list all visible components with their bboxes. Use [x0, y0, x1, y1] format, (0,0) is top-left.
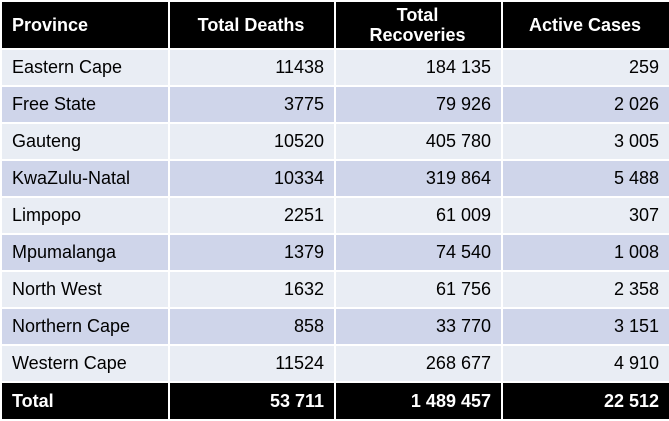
cell-total-deaths: 2251 [168, 196, 336, 235]
cell-total-recoveries: 405 780 [334, 122, 503, 161]
cell-active-cases: 2 026 [501, 85, 669, 124]
cell-active-cases: 3 005 [501, 122, 669, 161]
cell-total-recoveries: 184 135 [334, 48, 503, 87]
header-total-recoveries-text: Total Recoveries [369, 5, 466, 45]
cell-province: Eastern Cape [0, 48, 170, 87]
header-province: Province [0, 0, 170, 50]
cell-active-cases: 4 910 [501, 344, 669, 383]
total-recoveries: 1 489 457 [334, 381, 503, 421]
cell-province: Northern Cape [0, 307, 170, 346]
cell-province: KwaZulu-Natal [0, 159, 170, 198]
cell-total-recoveries: 74 540 [334, 233, 503, 272]
cell-total-deaths: 1379 [168, 233, 336, 272]
cell-total-recoveries: 33 770 [334, 307, 503, 346]
total-row: Total 53 711 1 489 457 22 512 [0, 381, 669, 421]
header-total-recoveries: Total Recoveries [334, 0, 503, 50]
cell-total-recoveries: 61 009 [334, 196, 503, 235]
header-row: Province Total Deaths Total Recoveries A… [0, 0, 669, 50]
cell-active-cases: 2 358 [501, 270, 669, 309]
cell-active-cases: 5 488 [501, 159, 669, 198]
cell-active-cases: 1 008 [501, 233, 669, 272]
cell-total-deaths: 10334 [168, 159, 336, 198]
total-deaths: 53 711 [168, 381, 336, 421]
cell-total-deaths: 11438 [168, 48, 336, 87]
cell-active-cases: 3 151 [501, 307, 669, 346]
cell-total-deaths: 1632 [168, 270, 336, 309]
cell-total-deaths: 10520 [168, 122, 336, 161]
cell-total-recoveries: 79 926 [334, 85, 503, 124]
cell-total-recoveries: 61 756 [334, 270, 503, 309]
cell-province: Free State [0, 85, 170, 124]
table-row: Northern Cape 858 33 770 3 151 [0, 307, 669, 346]
header-total-deaths: Total Deaths [168, 0, 336, 50]
cell-province: North West [0, 270, 170, 309]
cell-total-deaths: 858 [168, 307, 336, 346]
cell-total-deaths: 11524 [168, 344, 336, 383]
table-row: Gauteng 10520 405 780 3 005 [0, 122, 669, 161]
table-row: Mpumalanga 1379 74 540 1 008 [0, 233, 669, 272]
table-row: Western Cape 11524 268 677 4 910 [0, 344, 669, 383]
cell-province: Mpumalanga [0, 233, 170, 272]
table-row: Eastern Cape 11438 184 135 259 [0, 48, 669, 87]
table-row: North West 1632 61 756 2 358 [0, 270, 669, 309]
cell-total-recoveries: 319 864 [334, 159, 503, 198]
cell-province: Limpopo [0, 196, 170, 235]
cell-province: Western Cape [0, 344, 170, 383]
total-active-cases: 22 512 [501, 381, 669, 421]
table-row: Free State 3775 79 926 2 026 [0, 85, 669, 124]
cell-active-cases: 259 [501, 48, 669, 87]
header-active-cases: Active Cases [501, 0, 669, 50]
table-row: Limpopo 2251 61 009 307 [0, 196, 669, 235]
cell-province: Gauteng [0, 122, 170, 161]
table-row: KwaZulu-Natal 10334 319 864 5 488 [0, 159, 669, 198]
cell-total-recoveries: 268 677 [334, 344, 503, 383]
total-label: Total [0, 381, 170, 421]
cell-active-cases: 307 [501, 196, 669, 235]
cell-total-deaths: 3775 [168, 85, 336, 124]
